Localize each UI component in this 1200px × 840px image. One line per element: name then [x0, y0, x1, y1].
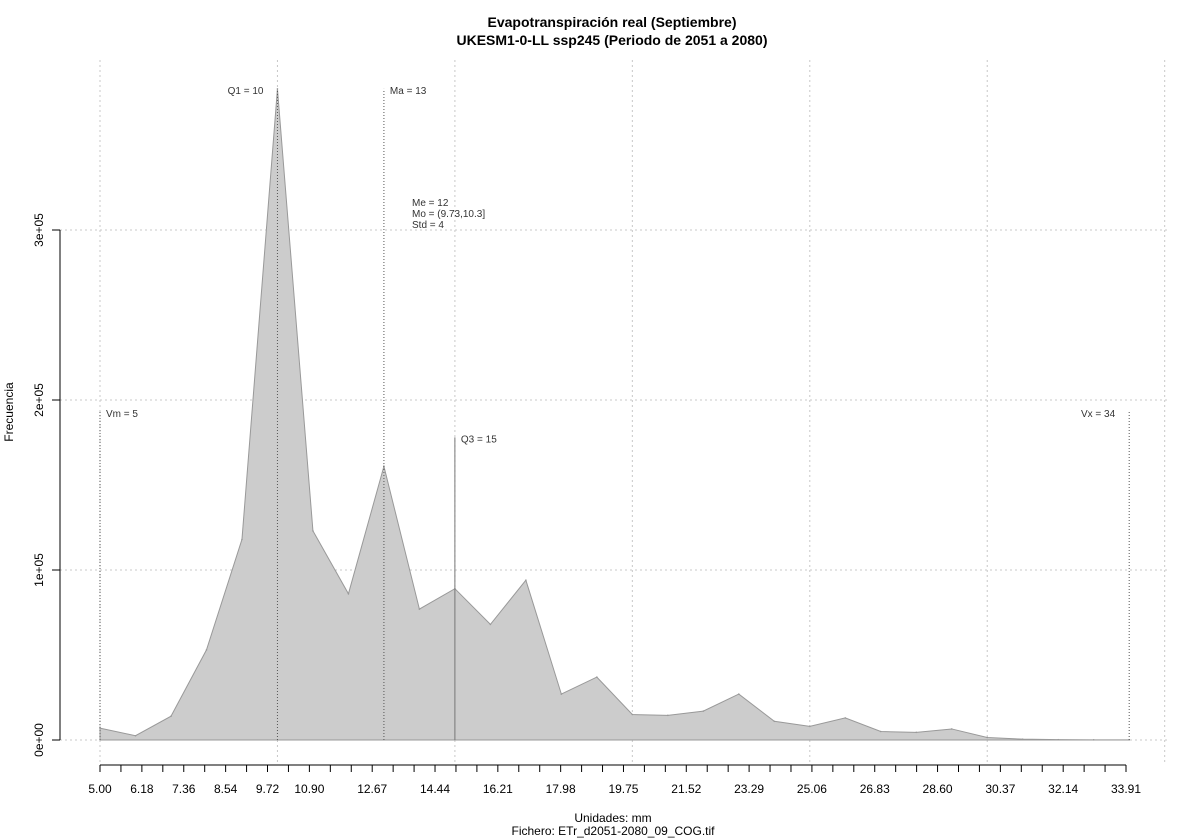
frequency-point — [738, 693, 740, 695]
y-axis-title: Frecuencia — [2, 382, 16, 442]
x-tick-label: 7.36 — [172, 782, 196, 796]
frequency-point — [667, 714, 669, 717]
frequency-point — [347, 593, 350, 595]
frequency-point — [276, 88, 279, 90]
frequency-point — [915, 731, 918, 734]
frequency-point — [1092, 739, 1095, 741]
frequency-area — [99, 88, 1130, 741]
frequency-point — [560, 693, 563, 695]
y-tick-label: 2e+05 — [32, 383, 46, 417]
file-caption: Fichero: ETr_d2051-2080_09_COG.tif — [512, 824, 716, 838]
x-axis: 5.00 6.18 7.36 8.54 9.72 10.90 12.67 14.44 16.21… — [88, 764, 1141, 796]
y-tick-label: 1e+05 — [32, 553, 46, 587]
frequency-point — [596, 676, 598, 678]
x-tick-label: 28.60 — [923, 782, 953, 796]
frequency-point — [241, 538, 243, 541]
frequency-point — [631, 713, 634, 716]
x-tick-label: 14.44 — [420, 782, 450, 796]
marker-label: Vm = 5 — [106, 409, 138, 420]
x-tick-label: 9.72 — [256, 782, 280, 796]
frequency-point — [1021, 738, 1024, 740]
x-tick-label: 6.18 — [130, 782, 154, 796]
x-tick-label: 19.75 — [608, 782, 638, 796]
frequency-point — [702, 710, 705, 712]
frequency-point — [773, 720, 776, 723]
y-tick-label: 3e+05 — [32, 213, 46, 247]
frequency-point — [170, 715, 172, 717]
stat-mean: Me = 12 — [412, 198, 449, 209]
x-tick-label: 25.06 — [797, 782, 827, 796]
marker-label: Vx = 34 — [1081, 409, 1116, 420]
frequency-point — [986, 736, 989, 739]
frequency-point — [312, 530, 314, 532]
stat-mode: Mo = (9.73,10.3] — [412, 209, 485, 220]
y-axis: 0e+00 1e+05 2e+05 3e+05 — [32, 213, 61, 757]
frequency-point — [950, 728, 953, 730]
frequency-point — [808, 725, 811, 728]
x-tick-label: 12.67 — [357, 782, 387, 796]
frequency-point — [418, 608, 421, 610]
frequency-point — [205, 649, 208, 651]
x-tick-label: 17.98 — [546, 782, 576, 796]
x-tick-label: 5.00 — [88, 782, 112, 796]
chart-subtitle: UKESM1-0-LL ssp245 (Periodo de 2051 a 20… — [457, 32, 768, 48]
x-tick-label: 8.54 — [214, 782, 238, 796]
marker-label: Q3 = 15 — [461, 434, 497, 445]
frequency-point — [1057, 738, 1060, 741]
y-tick-label: 0e+00 — [32, 723, 46, 757]
x-tick-label: 30.37 — [985, 782, 1015, 796]
x-tick-label: 26.83 — [860, 782, 890, 796]
statistic-markers: Vm = 5 Q1 = 10 Ma = 13 Q3 = 15 Vx = 34 — [99, 86, 1130, 740]
frequency-point — [525, 579, 527, 581]
frequency-area-path — [99, 88, 1130, 741]
frequency-point — [134, 734, 137, 737]
x-tick-label: 23.29 — [734, 782, 764, 796]
x-tick-label: 10.90 — [294, 782, 324, 796]
stat-std: Std = 4 — [412, 220, 444, 231]
frequency-point — [844, 717, 847, 719]
x-tick-label: 16.21 — [483, 782, 513, 796]
marker-label: Ma = 13 — [390, 86, 427, 97]
frequency-point — [489, 623, 492, 626]
x-tick-label: 32.14 — [1048, 782, 1078, 796]
frequency-point — [879, 730, 882, 733]
x-axis-title: Unidades: mm — [574, 811, 651, 825]
marker-label: Q1 = 10 — [228, 86, 264, 97]
chart-title: Evapotranspiración real (Septiembre) — [488, 14, 737, 30]
x-tick-label: 21.52 — [671, 782, 701, 796]
x-tick-label: 33.91 — [1111, 782, 1141, 796]
